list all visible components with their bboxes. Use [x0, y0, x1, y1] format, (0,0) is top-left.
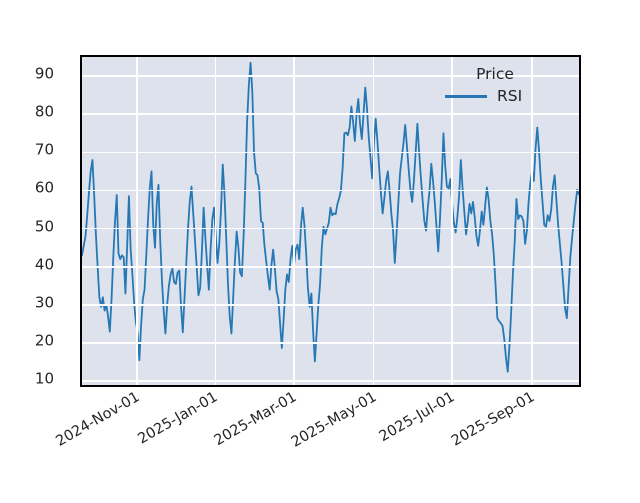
- y-tick-label: 60: [34, 178, 54, 197]
- gridline-vertical: [451, 57, 453, 385]
- y-tick-label: 90: [34, 64, 54, 83]
- rsi-chart-figure: 10 20 30 40 50 60 70 80 90 Price RSI 2024-Nov-01…: [34, 55, 581, 451]
- legend-entry-label: RSI: [497, 87, 523, 105]
- legend-entry-rsi[interactable]: RSI: [423, 87, 573, 105]
- legend-title: Price: [476, 65, 514, 83]
- y-tick-label: 30: [34, 293, 54, 312]
- gridline-horizontal: [82, 227, 579, 230]
- gridline-horizontal: [82, 342, 579, 344]
- legend-line-swatch: [445, 95, 487, 99]
- gridline-vertical: [293, 57, 295, 385]
- gridline-horizontal: [82, 265, 579, 268]
- y-tick-label: 70: [34, 140, 54, 159]
- y-tick-label: 40: [34, 255, 54, 274]
- y-tick-label: 50: [34, 217, 54, 236]
- gridline-horizontal: [82, 151, 579, 154]
- plot-clip: [82, 57, 579, 385]
- gridline-horizontal: [82, 113, 579, 115]
- y-tick-label: 20: [34, 331, 54, 350]
- y-tick-label: 80: [34, 102, 54, 121]
- rsi-line-series: [82, 61, 579, 373]
- y-tick-label: 10: [34, 369, 54, 388]
- series-line-rsi: [82, 61, 579, 373]
- gridline-vertical: [531, 57, 533, 385]
- legend[interactable]: Price RSI: [423, 65, 573, 105]
- gridline-horizontal: [82, 189, 579, 192]
- gridline-vertical: [214, 57, 217, 385]
- plot-area: Price RSI: [80, 55, 581, 387]
- gridline-horizontal: [82, 75, 579, 77]
- gridline-vertical: [372, 57, 375, 385]
- gridline-horizontal: [82, 304, 579, 306]
- gridline-horizontal: [82, 380, 579, 382]
- gridline-vertical: [136, 57, 138, 385]
